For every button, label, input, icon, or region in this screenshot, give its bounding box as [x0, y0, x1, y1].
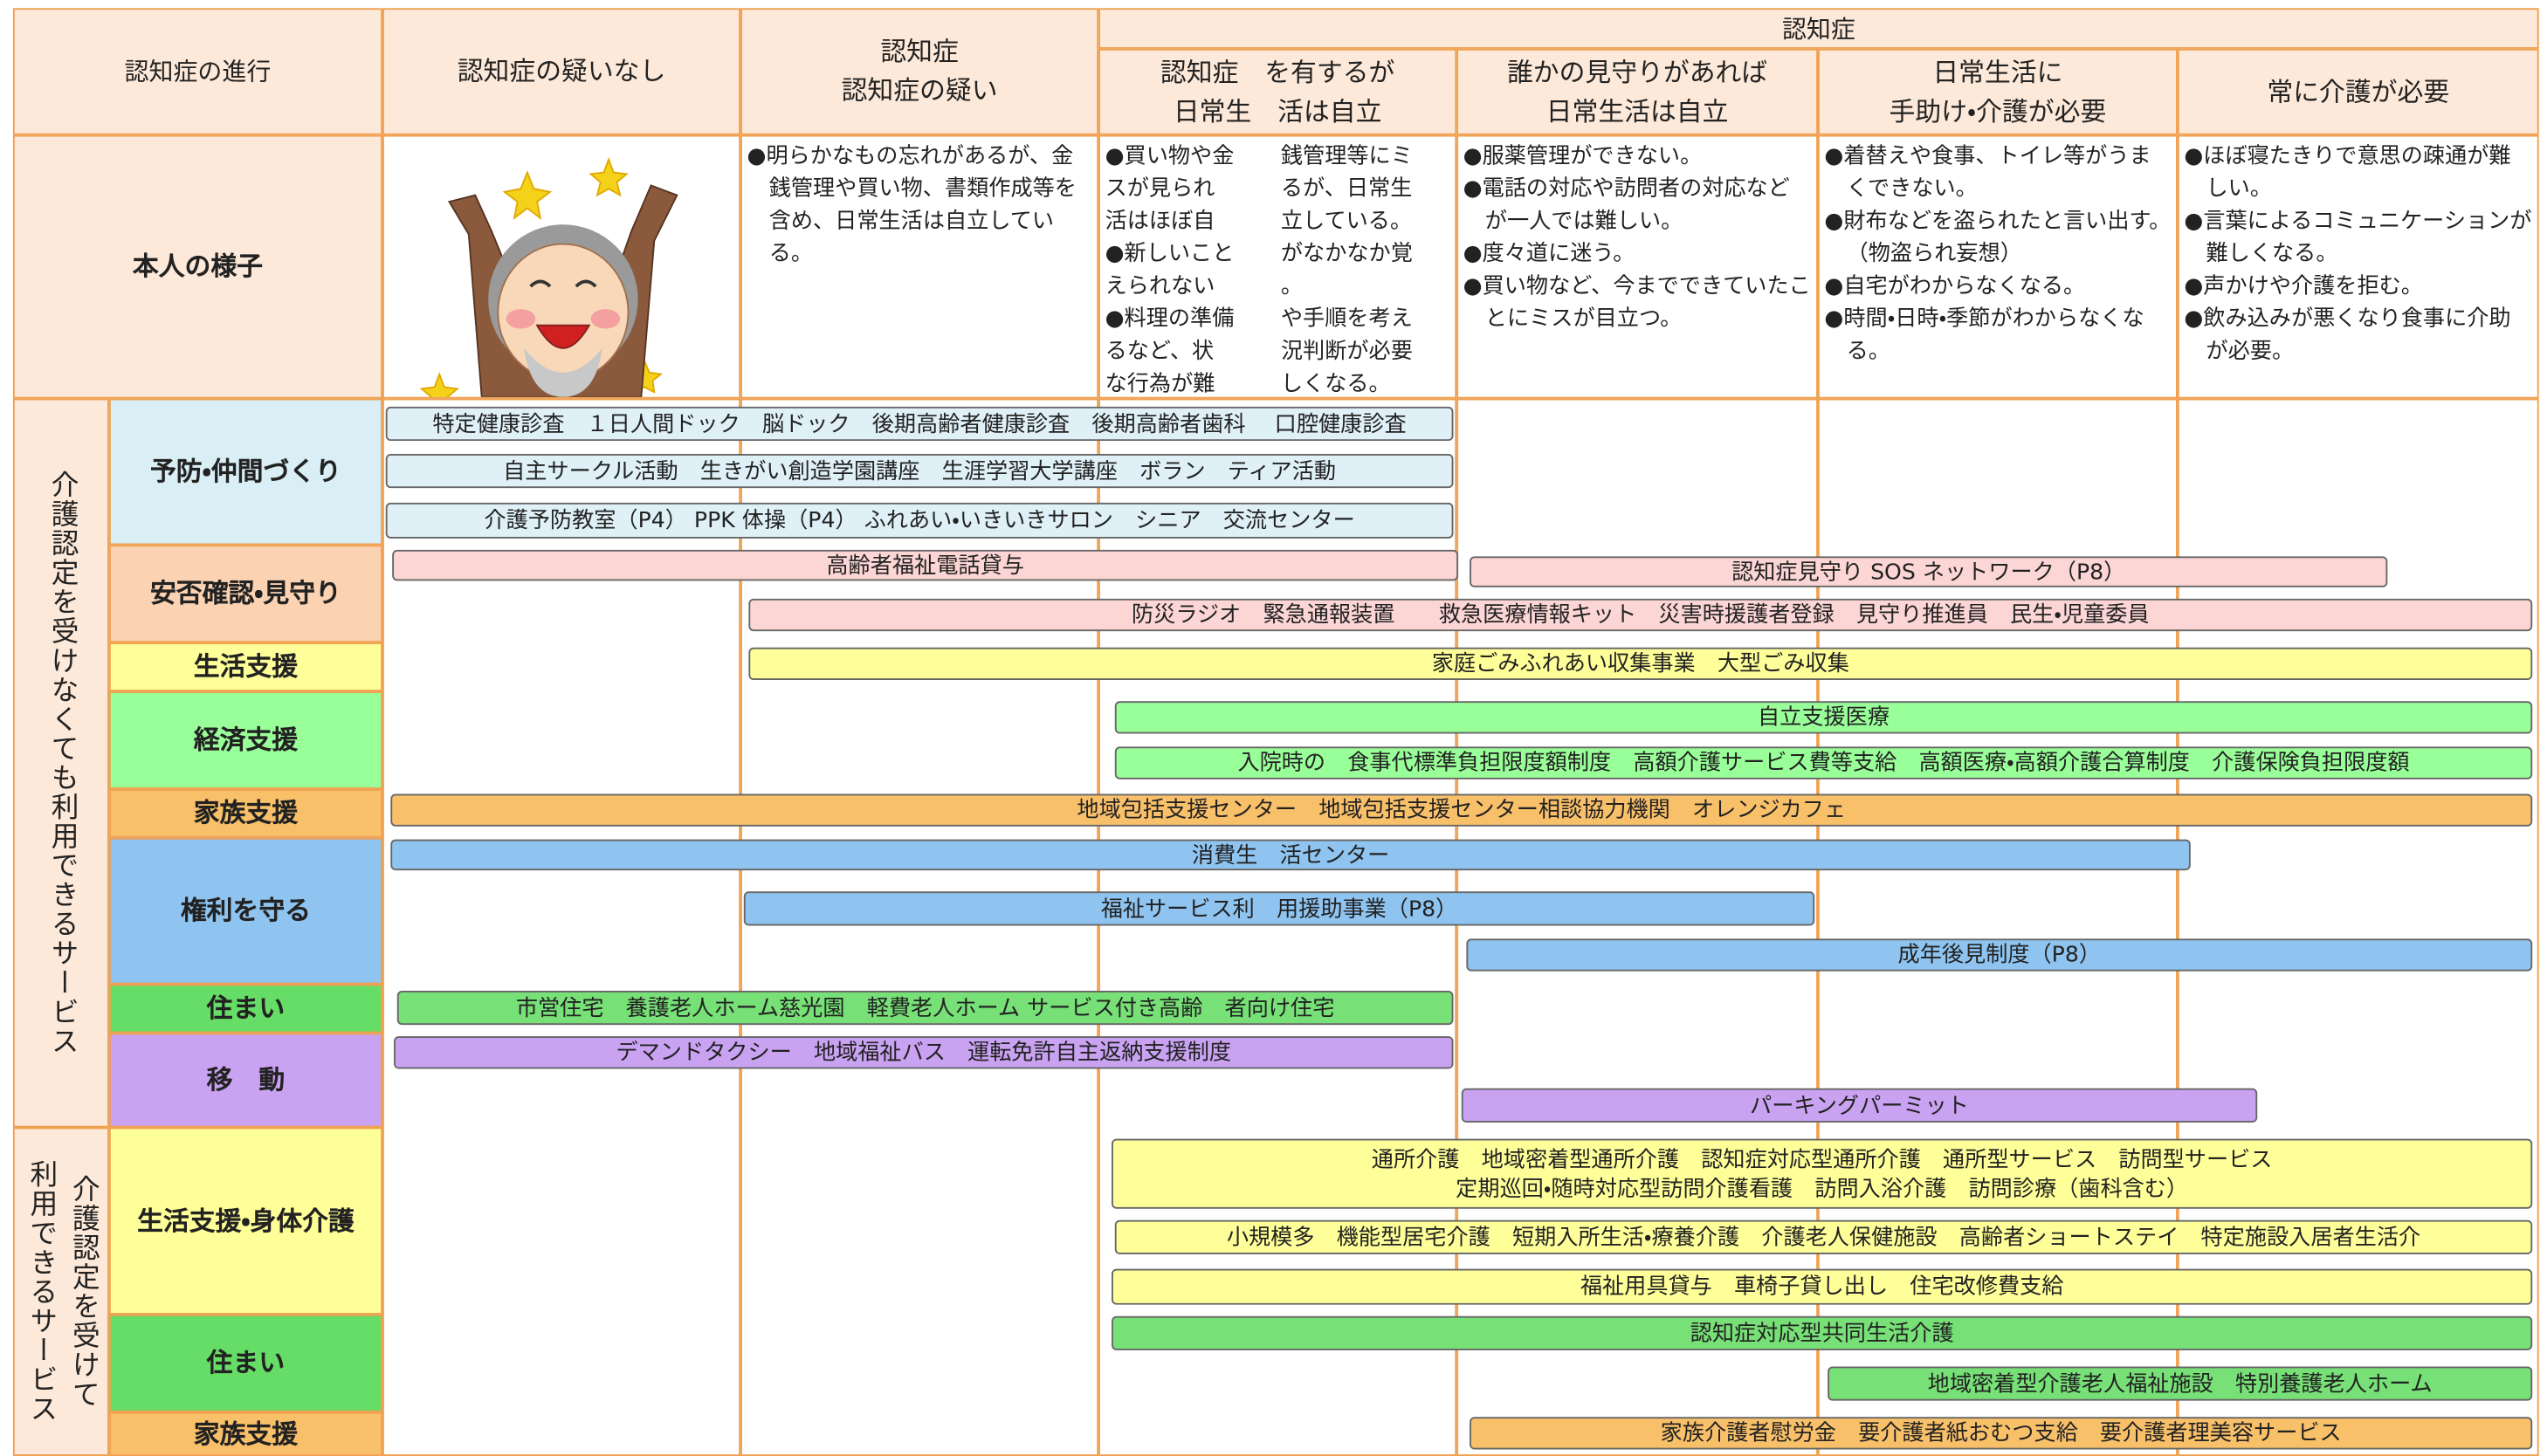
description-cell	[1456, 134, 1818, 399]
description-item: ●飲み込みが悪くなり食事に介助が必要。	[2184, 306, 2511, 365]
description-line: るなど、状	[1105, 338, 1215, 365]
service-bar: 家庭ごみふれあい収集事業 大型ごみ収集	[748, 647, 2533, 681]
service-bar: 福祉用具貸与 車椅子貸し出し 住宅改修費支給	[1112, 1268, 2533, 1305]
description-item: ●言葉によるコミュニケーションが難しくなる。	[2184, 208, 2532, 267]
description-item: ●度々道に迷う。	[1463, 240, 1635, 267]
column-cell	[2177, 398, 2539, 1456]
description-line: 況判断が必要	[1280, 338, 1413, 365]
description-line: 。	[1280, 273, 1304, 299]
description-line: な行為が難	[1105, 370, 1215, 397]
description-cell	[740, 134, 1099, 399]
description-line: ●新しいこと	[1105, 240, 1235, 267]
stage-header: 日常生活に 手助け・介護が必要	[1817, 48, 2178, 135]
group-label: 介護認定を受けて 利用できるサービス	[12, 1127, 109, 1456]
row-label: 移 動	[108, 1033, 383, 1128]
description-line: 活はほぼ自	[1105, 208, 1215, 235]
service-bar: 地域包括支援センター 地域包括支援センター相談協力機関 オレンジカフェ	[390, 793, 2533, 827]
description-item: ●声かけや介護を拒む。	[2184, 273, 2423, 299]
service-bar: 福祉サービス利 用援助事業（P8）	[743, 891, 1815, 926]
description-line: や手順を考え	[1280, 306, 1413, 333]
service-bar: 特定健康診査 １日人間ドック 脳ドック 後期高齢者健康診査 後期高齢者歯科 口腔…	[385, 406, 1454, 442]
description-item: ●ほぼ寝たきりで意思の疎通が難しい。	[2184, 143, 2511, 203]
service-bar: 消費生 活センター	[390, 839, 2191, 871]
service-bar: 市営住宅 養護老人ホーム慈光園 軽費老人ホーム サービス付き高齢 者向け住宅	[396, 990, 1454, 1026]
row-label: 安否確認・見守り	[108, 545, 383, 643]
description: ●服薬管理ができない。 ●電話の対応や訪問者の対応などが一人では難しい。 ●度々道に…	[1456, 137, 1818, 399]
column-cell	[1098, 398, 1457, 1456]
column-cell	[740, 398, 1099, 1456]
row-label: 家族支援	[108, 788, 383, 838]
row-label: 生活支援	[108, 642, 383, 692]
service-bar: 認知症見守り SOS ネットワーク（P8）	[1470, 556, 2388, 587]
elderly-illustration	[419, 156, 678, 397]
stage-header: 認知症の疑いなし	[382, 8, 741, 135]
row-label: 家族支援	[108, 1411, 383, 1456]
service-bar: 認知症対応型共同生活介護	[1112, 1315, 2533, 1350]
row-label: 経済支援	[108, 691, 383, 789]
service-bar: 介護予防教室（P4） PPK 体操（P4） ふれあい・いきいきサロン シニア 交…	[385, 502, 1454, 539]
service-bar: 小規模多 機能型居宅介護 短期入所生活・療養介護 介護老人保健施設 高齢者ショー…	[1114, 1219, 2533, 1254]
row-label: 住まい	[108, 1314, 383, 1412]
service-bar: デマンドタクシー 地域福祉バス 運転免許自主返納支援制度	[394, 1036, 1454, 1069]
stage-header: 認知症 認知症の疑い	[740, 8, 1099, 135]
progression-header: 認知症の進行	[12, 8, 383, 135]
service-bar: 通所介護 地域密着型通所介護 認知症対応型通所介護 通所型サービス 訪問型サービ…	[1112, 1138, 2533, 1209]
description-item: ●財布などを盗られたと言い出す。（物盗られ妄想）	[1824, 208, 2172, 267]
row-label: 住まい	[108, 984, 383, 1034]
column-cell	[1456, 398, 1818, 1456]
description-cell	[1817, 134, 2178, 399]
stage-header: 常に介護が必要	[2177, 48, 2539, 135]
description: 銭管理等にミ るが、日常生 立している。 がなかなか覚。や手順を考え 況判断が必要 しくな…	[1274, 137, 1456, 399]
description-item: ●自宅がわからなくなる。	[1824, 273, 2086, 299]
service-bar: パーキングパーミット	[1461, 1088, 2258, 1123]
service-bar: 入院時の 食事代標準負担限度額制度 高額介護サービス費等支給 高額医療・高額介護…	[1114, 746, 2533, 780]
description-cell	[1098, 134, 1457, 399]
description: ●明らかなもの忘れがあるが、金銭管理や買い物、書類作成等を含め、日常生活は自立し…	[740, 137, 1098, 399]
description-line: ●料理の準備	[1105, 306, 1235, 333]
condition-label: 本人の様子	[12, 134, 383, 399]
stage-header: 認知症 を有するが 日常生 活は自立	[1098, 48, 1457, 135]
description: ●買い物や金 スが見られ活はほぼ自 ●新しいこと えられない ●料理の準備 るなど、状な行…	[1098, 137, 1274, 399]
column-cell	[382, 398, 741, 1456]
row-label: 権利を守る	[108, 837, 383, 985]
dementia-header: 認知症	[1098, 8, 2539, 49]
service-bar: 自主サークル活動 生きがい創造学園講座 生涯学習大学講座 ボラン ティア活動	[385, 453, 1454, 489]
description-item: ●明らかなもの忘れがあるが、金銭管理や買い物、書類作成等を含め、日常生活は自立し…	[747, 143, 1077, 267]
group-label: 介護認定を受けなくても利用できるサービス	[12, 398, 109, 1128]
row-label: 予防・仲間づくり	[108, 398, 383, 546]
service-bar: 家族介護者慰労金 要介護者紙おむつ支給 要介護者理美容サービス	[1470, 1417, 2533, 1450]
description-line: るが、日常生	[1280, 175, 1413, 203]
illust-cell	[382, 134, 741, 399]
description-line: 立している。	[1280, 208, 1413, 235]
stage-header: 誰かの見守りがあれば 日常生活は自立	[1456, 48, 1818, 135]
row-label: 生活支援・身体介護	[108, 1127, 383, 1315]
description-item: ●電話の対応や訪問者の対応などが一人では難しい。	[1463, 175, 1790, 235]
column-cell	[1817, 398, 2178, 1456]
description-line: スが見られ	[1105, 175, 1215, 203]
description-line: しくなる。	[1280, 370, 1391, 397]
service-bar: 自立支援医療	[1114, 701, 2533, 734]
description: ●着替えや食事、トイレ等がうまくできない。 ●財布などを盗られたと言い出す。（物盗…	[1818, 137, 2178, 399]
service-bar: 高齢者福祉電話貸与	[392, 549, 1459, 581]
description-line: えられない	[1105, 273, 1215, 299]
description: ●ほぼ寝たきりで意思の疎通が難しい。 ●言葉によるコミュニケーションが難しくなる。…	[2178, 137, 2539, 399]
description-cell	[2177, 134, 2539, 399]
service-bar: 防災ラジオ 緊急通報装置 救急医療情報キット 災害時援護者登録 見守り推進員 民…	[748, 598, 2533, 632]
description-item: ●買い物など、今までできていたことにミスが目立つ。	[1463, 273, 1811, 333]
description-line: がなかなか覚	[1280, 240, 1413, 267]
description-line: ●買い物や金	[1105, 143, 1235, 169]
description-line: 銭管理等にミ	[1280, 143, 1413, 169]
description-item: ●着替えや食事、トイレ等がうまくできない。	[1824, 143, 2151, 203]
description-item: ●服薬管理ができない。	[1463, 143, 1703, 169]
description-item: ●時間・日時・季節がわからなくなる。	[1824, 306, 2144, 365]
service-bar: 成年後見制度（P8）	[1466, 938, 2533, 972]
service-bar: 地域密着型介護老人福祉施設 特別養護老人ホーム	[1828, 1366, 2533, 1401]
